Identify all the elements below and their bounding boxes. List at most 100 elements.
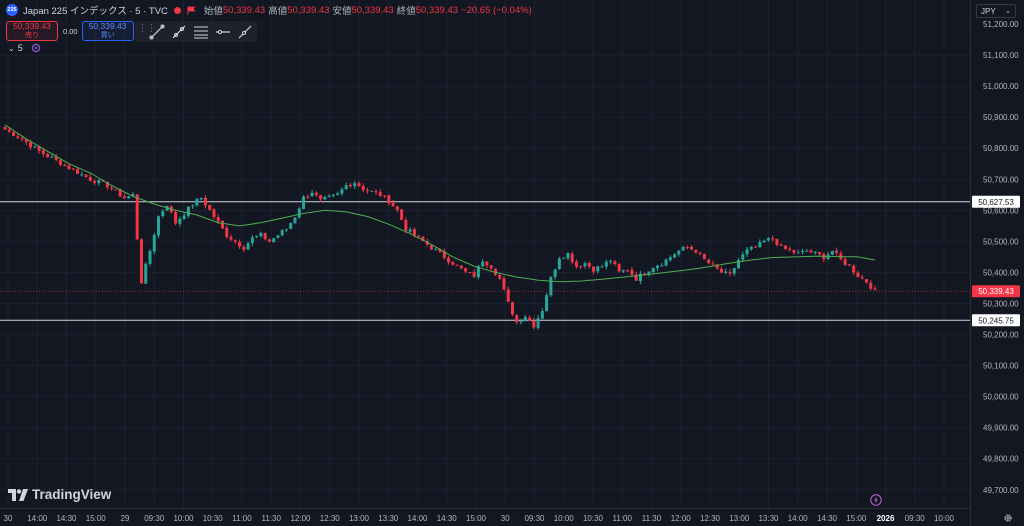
candle-body (818, 252, 822, 255)
candle-body (438, 249, 442, 252)
path-icon[interactable] (234, 22, 256, 41)
candle-body (783, 245, 787, 249)
candle-body (711, 263, 715, 265)
candle-body (540, 310, 544, 319)
candle-body (370, 190, 374, 192)
chevron-down-icon[interactable]: ⌄ (8, 43, 15, 53)
candle-body (566, 253, 570, 259)
candle-body (229, 237, 233, 240)
candle-body (860, 277, 864, 279)
sell-button[interactable]: 50,339.43 売り (6, 21, 58, 41)
candle-body (523, 316, 527, 322)
candle-body (758, 242, 762, 248)
horizontal-line-label-bg (972, 314, 1020, 327)
currency-selector[interactable]: JPY ⌄ (976, 4, 1016, 18)
candle-body (843, 259, 847, 265)
candle-body (131, 193, 135, 196)
candle-body (157, 216, 161, 236)
x-tick-label: 14:30 (56, 514, 77, 523)
candle-body (152, 234, 156, 252)
candle-body (651, 267, 655, 273)
candle-body (498, 274, 502, 279)
x-tick-label: 15:00 (846, 514, 867, 523)
candle-body (609, 260, 613, 262)
candle-body (41, 150, 45, 155)
x-tick-label: 13:00 (349, 514, 370, 523)
candle-body (212, 209, 216, 217)
currency-label: JPY (981, 6, 996, 16)
x-tick-label: 10:00 (554, 514, 575, 523)
hline-icon[interactable] (212, 22, 234, 41)
indicator-settings-icon[interactable] (31, 43, 41, 53)
candle-body (766, 238, 770, 241)
candle-body (664, 259, 668, 266)
candle-body (174, 212, 178, 224)
ray-icon[interactable] (168, 22, 190, 41)
candle-body (472, 272, 476, 277)
candle-body (660, 265, 664, 267)
x-tick-label: 12:30 (320, 514, 341, 523)
candle-body (391, 202, 395, 207)
replay-icon[interactable] (870, 494, 882, 506)
x-tick-label: 12:00 (671, 514, 692, 523)
candle-body (63, 165, 67, 167)
candle-body (280, 230, 284, 236)
candle-body (191, 205, 195, 207)
x-tick-label: 2026 (877, 514, 895, 523)
candle-body (647, 271, 651, 275)
flag-icon[interactable] (187, 6, 196, 15)
candle-body (289, 223, 293, 229)
candle-body (485, 261, 489, 266)
candle-body (340, 189, 344, 194)
candle-body (668, 257, 672, 261)
candle-body (434, 249, 438, 251)
y-tick-label: 50,300.00 (983, 299, 1019, 308)
x-tick-label: 11:30 (642, 514, 662, 523)
candle-body (464, 268, 468, 272)
candle-body (144, 263, 148, 284)
candle-body (694, 250, 698, 253)
tradingview-logo-icon (8, 488, 28, 501)
indicator-period[interactable]: 5 (17, 43, 23, 53)
candle-body (511, 302, 514, 315)
fib-icon[interactable] (190, 22, 212, 41)
y-tick-label: 50,600.00 (983, 206, 1019, 215)
x-tick-label: 09:30 (524, 514, 545, 523)
candle-body (255, 235, 259, 237)
candle-body (719, 268, 723, 273)
spread-value: 0.00 (63, 26, 78, 36)
buy-label: 買い (100, 32, 115, 39)
x-tick-label: 12:00 (290, 514, 311, 523)
trend-line-icon[interactable] (146, 22, 168, 41)
candle-body (221, 220, 224, 229)
candle-body (71, 168, 75, 170)
buy-button[interactable]: 50,339.43 買い (81, 21, 134, 41)
high-label: 高値 (268, 6, 288, 17)
horizontal-line-label-bg (972, 195, 1020, 208)
candle-body (319, 195, 323, 200)
candle-body (246, 243, 250, 250)
last-price-label: 50,339.43 (978, 287, 1014, 296)
candle-body (97, 180, 101, 184)
x-tick-label: 13:00 (729, 514, 750, 523)
candle-body (617, 263, 621, 272)
x-tick-label: 10:30 (583, 514, 604, 523)
candle-body (587, 262, 591, 267)
x-tick-label: 13:30 (378, 514, 399, 523)
y-tick-label: 50,500.00 (983, 237, 1019, 246)
drag-grip-icon[interactable]: ⋮⋮ (138, 22, 156, 33)
candle-body (122, 196, 126, 199)
candle-body (792, 249, 796, 253)
horizontal-line-label: 50,245.75 (978, 316, 1014, 325)
candle-body (864, 279, 868, 283)
candle-body (412, 229, 416, 236)
symbol-title[interactable]: Japan 225 インデックス · 5 · TVC (23, 6, 168, 17)
candle-body (33, 146, 37, 148)
candle-body (852, 265, 856, 273)
gear-icon[interactable] (1003, 513, 1013, 523)
candle-body (259, 232, 263, 237)
candle-body (626, 270, 630, 272)
candle-body (634, 274, 638, 281)
open-value: 50,339.43 (222, 4, 266, 16)
